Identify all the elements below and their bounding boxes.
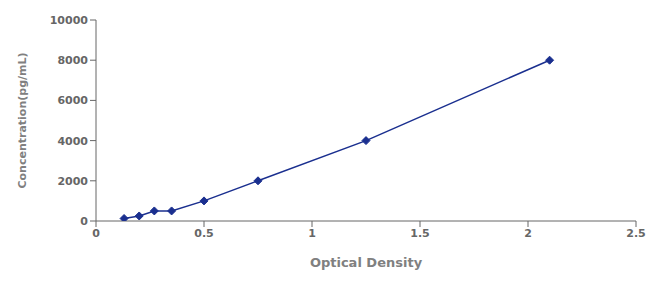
- svg-text:2.5: 2.5: [626, 227, 646, 240]
- svg-text:0: 0: [80, 215, 88, 228]
- svg-text:0: 0: [92, 227, 100, 240]
- svg-text:1: 1: [308, 227, 316, 240]
- svg-text:2: 2: [524, 227, 532, 240]
- svg-text:Optical Density: Optical Density: [310, 255, 423, 270]
- svg-text:1.5: 1.5: [410, 227, 430, 240]
- svg-text:10000: 10000: [50, 14, 89, 27]
- svg-text:8000: 8000: [57, 54, 88, 67]
- svg-text:6000: 6000: [57, 94, 88, 107]
- svg-text:Concentration(pg/mL): Concentration(pg/mL): [16, 52, 29, 188]
- svg-text:0.5: 0.5: [194, 227, 214, 240]
- svg-text:4000: 4000: [57, 135, 88, 148]
- svg-text:2000: 2000: [57, 175, 88, 188]
